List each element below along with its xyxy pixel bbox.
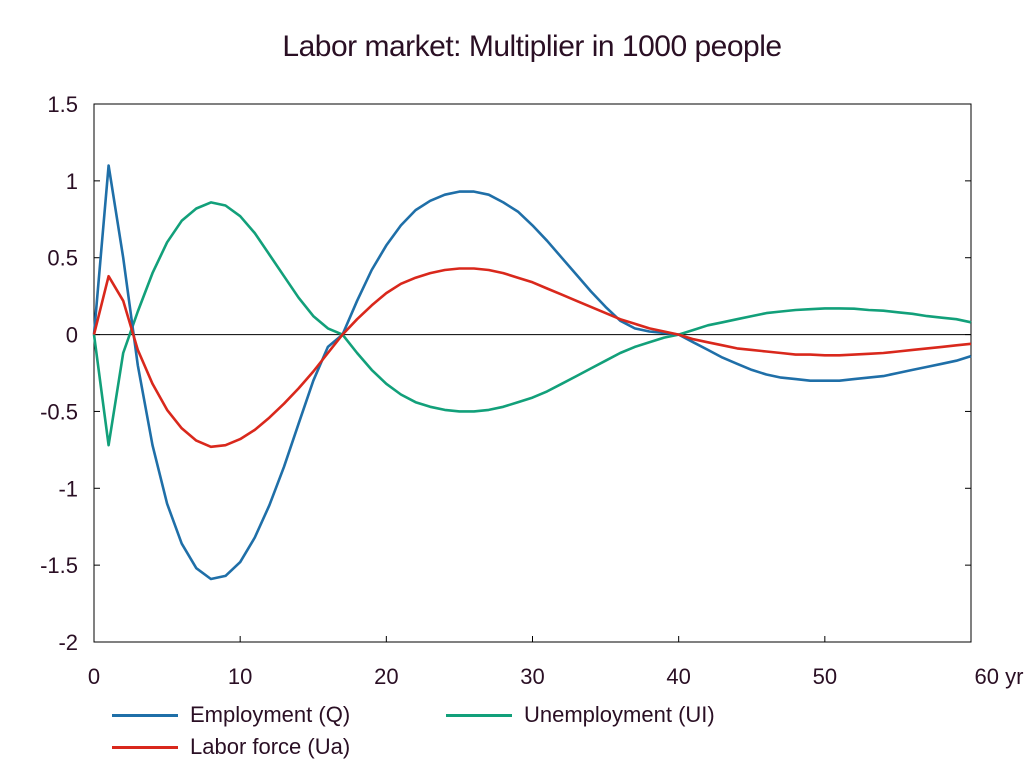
chart-title: Labor market: Multiplier in 1000 people xyxy=(282,30,782,63)
y-tick-label: 1.5 xyxy=(47,92,78,117)
legend-swatch-employment xyxy=(112,713,178,717)
y-tick-label: -2 xyxy=(58,630,78,655)
legend-label-labor-force: Labor force (Ua) xyxy=(190,734,351,759)
x-tick-label: 50 xyxy=(813,664,837,689)
series-line-unemployment xyxy=(92,201,972,447)
y-tick-label: -1 xyxy=(58,476,78,501)
plot-frame xyxy=(93,103,972,643)
x-tick-label: 60 yr xyxy=(975,664,1024,689)
y-tick-label: 1 xyxy=(66,169,78,194)
series-lines-layer xyxy=(92,164,972,581)
y-tick-label: -1.5 xyxy=(40,553,78,578)
x-tick-label: 10 xyxy=(228,664,252,689)
legend-label-unemployment: Unemployment (UI) xyxy=(524,702,715,727)
x-tick-label: 20 xyxy=(374,664,398,689)
series-line-labor-force xyxy=(92,267,972,449)
x-tick-label: 40 xyxy=(666,664,690,689)
legend-swatch-labor-force xyxy=(112,745,178,749)
legend-label-employment: Employment (Q) xyxy=(190,702,351,727)
y-tick-label: 0.5 xyxy=(47,246,78,271)
axes-layer: 1.5 1 0.5 0 -0.5 -1 -1.5 -2 0 10 20 30 40 50 60 yr xyxy=(40,92,1023,689)
x-tick-label: 0 xyxy=(88,664,100,689)
legend-item-unemployment: Unemployment (UI) xyxy=(446,702,715,728)
legend-swatch-unemployment xyxy=(446,713,512,717)
legend-item-employment: Employment (Q) xyxy=(112,702,350,728)
series-line-employment xyxy=(92,164,972,581)
y-tick-label: -0.5 xyxy=(40,399,78,424)
y-tick-label: 0 xyxy=(66,323,78,348)
legend-item-labor-force: Labor force (Ua) xyxy=(112,734,350,760)
x-tick-label: 30 xyxy=(520,664,544,689)
